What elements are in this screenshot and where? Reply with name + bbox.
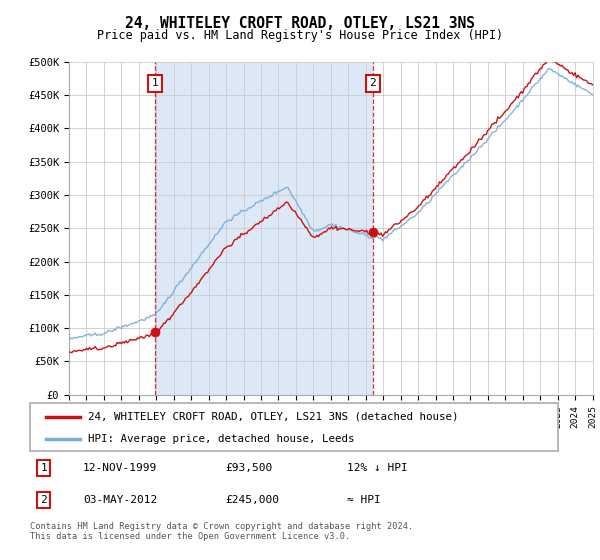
- Text: £245,000: £245,000: [226, 495, 280, 505]
- Bar: [155, 62, 373, 395]
- Text: Price paid vs. HM Land Registry's House Price Index (HPI): Price paid vs. HM Land Registry's House …: [97, 29, 503, 42]
- Text: Contains HM Land Registry data © Crown copyright and database right 2024.
This d: Contains HM Land Registry data © Crown c…: [30, 522, 413, 542]
- FancyBboxPatch shape: [30, 403, 558, 451]
- Text: ≈ HPI: ≈ HPI: [347, 495, 380, 505]
- Text: 2: 2: [41, 495, 47, 505]
- Text: 12% ↓ HPI: 12% ↓ HPI: [347, 463, 407, 473]
- Text: 03-MAY-2012: 03-MAY-2012: [83, 495, 157, 505]
- Text: £93,500: £93,500: [226, 463, 272, 473]
- Text: 1: 1: [151, 78, 158, 88]
- Text: HPI: Average price, detached house, Leeds: HPI: Average price, detached house, Leed…: [88, 434, 355, 444]
- Text: 24, WHITELEY CROFT ROAD, OTLEY, LS21 3NS (detached house): 24, WHITELEY CROFT ROAD, OTLEY, LS21 3NS…: [88, 412, 458, 422]
- Text: 24, WHITELEY CROFT ROAD, OTLEY, LS21 3NS: 24, WHITELEY CROFT ROAD, OTLEY, LS21 3NS: [125, 16, 475, 31]
- Text: 2: 2: [370, 78, 376, 88]
- Text: 12-NOV-1999: 12-NOV-1999: [83, 463, 157, 473]
- Text: 1: 1: [41, 463, 47, 473]
